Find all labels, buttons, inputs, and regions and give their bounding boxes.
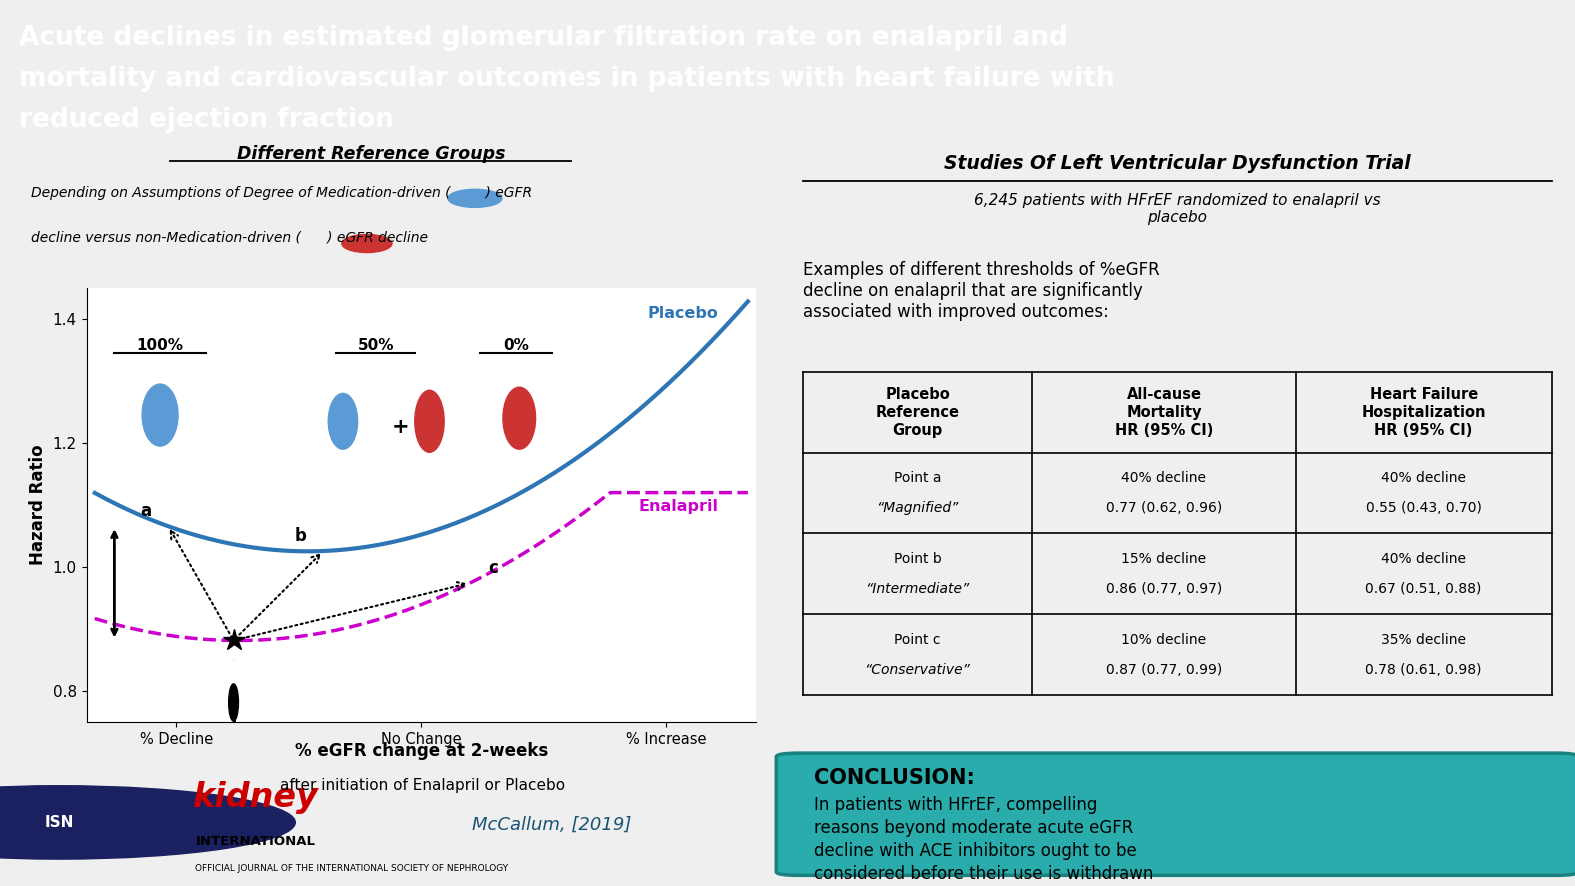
Ellipse shape [447,190,502,207]
Text: “Conservative”: “Conservative” [865,663,970,677]
Text: Point b: Point b [893,552,942,566]
Text: 40% decline: 40% decline [1381,552,1466,566]
Text: mortality and cardiovascular outcomes in patients with heart failure with: mortality and cardiovascular outcomes in… [19,66,1115,92]
Text: CONCLUSION:: CONCLUSION: [814,768,975,788]
Text: Reference: Reference [876,405,959,420]
Ellipse shape [414,390,444,452]
Text: McCallum, [2019]: McCallum, [2019] [471,816,632,834]
Text: 0%: 0% [502,338,529,353]
Text: decline versus non-Medication-driven (      ) eGFR decline: decline versus non-Medication-driven ( )… [32,230,428,245]
Text: kidney: kidney [192,781,318,814]
Text: HR (95% CI): HR (95% CI) [1375,423,1473,438]
Ellipse shape [328,393,358,449]
Text: Placebo: Placebo [885,387,950,402]
Text: reduced ejection fraction: reduced ejection fraction [19,107,394,133]
Text: Examples of different thresholds of %eGFR
decline on enalapril that are signific: Examples of different thresholds of %eGF… [803,261,1159,321]
Text: Depending on Assumptions of Degree of Medication-driven (        ) eGFR: Depending on Assumptions of Degree of Me… [32,185,532,199]
Text: 35% decline: 35% decline [1381,633,1466,647]
Text: Heart Failure: Heart Failure [1370,387,1477,402]
Ellipse shape [342,235,392,253]
Text: b: b [295,527,307,545]
Text: ISN: ISN [44,815,74,830]
Text: 0.78 (0.61, 0.98): 0.78 (0.61, 0.98) [1366,663,1482,677]
Y-axis label: Hazard Ratio: Hazard Ratio [30,445,47,565]
Text: % eGFR change at 2-weeks: % eGFR change at 2-weeks [296,742,548,760]
Ellipse shape [502,387,536,449]
Text: HR (95% CI): HR (95% CI) [1115,423,1213,438]
Text: Placebo: Placebo [647,307,718,322]
Text: 15% decline: 15% decline [1121,552,1206,566]
Text: 0.67 (0.51, 0.88): 0.67 (0.51, 0.88) [1366,582,1482,595]
Text: Acute declines in estimated glomerular filtration rate on enalapril and: Acute declines in estimated glomerular f… [19,25,1068,51]
Text: Mortality: Mortality [1126,405,1202,420]
Text: 0.86 (0.77, 0.97): 0.86 (0.77, 0.97) [1106,582,1222,595]
Text: 10% decline: 10% decline [1121,633,1206,647]
Text: Enalapril: Enalapril [638,499,718,514]
Text: Studies Of Left Ventricular Dysfunction Trial: Studies Of Left Ventricular Dysfunction … [943,153,1411,173]
Text: In patients with HFrEF, compelling
reasons beyond moderate acute eGFR
decline wi: In patients with HFrEF, compelling reaso… [814,796,1154,882]
Text: 100%: 100% [137,338,184,353]
Text: Different Reference Groups: Different Reference Groups [236,144,506,163]
Text: 40% decline: 40% decline [1381,471,1466,486]
Text: 0.55 (0.43, 0.70): 0.55 (0.43, 0.70) [1366,501,1482,515]
Text: Hospitalization: Hospitalization [1361,405,1485,420]
Text: 0.77 (0.62, 0.96): 0.77 (0.62, 0.96) [1106,501,1222,515]
Text: OFFICIAL JOURNAL OF THE INTERNATIONAL SOCIETY OF NEPHROLOGY: OFFICIAL JOURNAL OF THE INTERNATIONAL SO… [195,865,509,874]
Text: a: a [140,502,151,520]
Text: after initiation of Enalapril or Placebo: after initiation of Enalapril or Placebo [279,778,565,793]
Text: Point c: Point c [895,633,940,647]
Text: c: c [488,559,498,577]
Text: 6,245 patients with HFrEF randomized to enalapril vs
placebo: 6,245 patients with HFrEF randomized to … [973,192,1381,225]
Text: “Intermediate”: “Intermediate” [866,582,970,595]
Ellipse shape [142,384,178,446]
Circle shape [0,786,296,859]
Text: Point a: Point a [895,471,942,486]
Text: 40% decline: 40% decline [1121,471,1206,486]
Text: 50%: 50% [358,338,394,353]
FancyBboxPatch shape [776,753,1575,875]
Circle shape [228,684,238,721]
Text: Group: Group [893,423,943,438]
Text: “Magnified”: “Magnified” [876,501,959,515]
Text: All-cause: All-cause [1126,387,1202,402]
Text: INTERNATIONAL: INTERNATIONAL [195,835,315,849]
Text: +: + [391,417,410,438]
Text: 0.87 (0.77, 0.99): 0.87 (0.77, 0.99) [1106,663,1222,677]
